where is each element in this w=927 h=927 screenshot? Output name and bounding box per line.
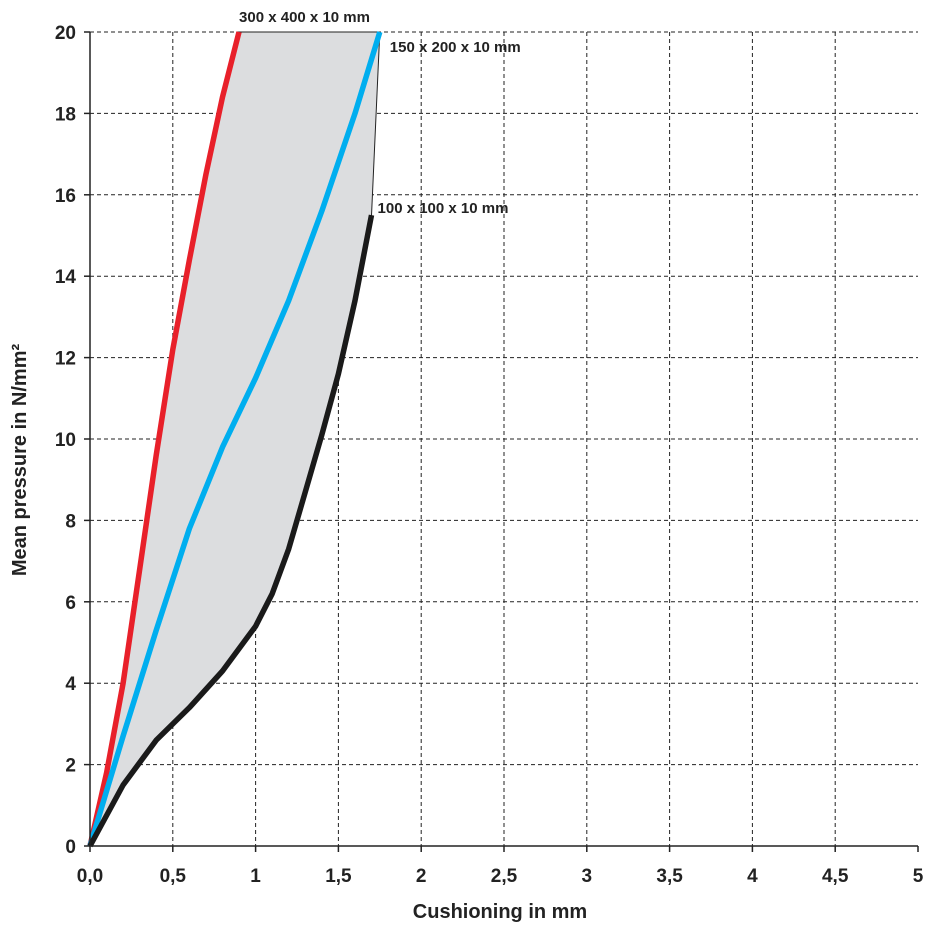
x-tick-label: 4 [747, 866, 758, 887]
y-tick-label: 16 [55, 186, 76, 207]
x-tick-label: 0,5 [160, 866, 187, 887]
x-tick-label: 4,5 [822, 866, 849, 887]
x-tick-label: 1,5 [325, 866, 352, 887]
x-tick-label: 1 [250, 866, 261, 887]
axis-layer: 0,0 0,5 1 1,5 2 2,5 3 3,5 4 4,5 5 0 2 4 6 8 10 12 14 16 18 20 [55, 23, 924, 887]
y-tick-label: 2 [65, 756, 76, 777]
series-line-1 [87, 31, 242, 847]
y-tick-label: 12 [55, 349, 76, 370]
x-tick-label: 0,0 [77, 866, 103, 887]
y-tick-label: 18 [55, 104, 76, 125]
y-tick-label: 10 [55, 430, 76, 451]
series-label-1: 300 x 400 x 10 mm [239, 9, 370, 26]
x-tick-label: 2 [416, 866, 427, 887]
y-tick-label: 6 [65, 593, 76, 614]
series-line-2 [87, 31, 383, 847]
x-tick-label: 3 [582, 866, 593, 887]
x-tick-label: 2,5 [491, 866, 518, 887]
series-layer [87, 31, 383, 848]
series-line-3 [87, 214, 375, 848]
y-tick-label: 4 [65, 674, 76, 695]
x-tick-label: 3,5 [656, 866, 683, 887]
series-label-2: 150 x 200 x 10 mm [390, 39, 521, 56]
y-tick-label: 0 [65, 837, 76, 858]
y-tick-label: 8 [65, 511, 76, 532]
grid-layer [90, 31, 918, 846]
y-axis-title: Mean pressure in N/mm² [9, 344, 31, 577]
x-axis-title: Cushioning in mm [413, 901, 587, 923]
y-tick-label: 20 [55, 23, 76, 44]
label-layer: 300 x 400 x 10 mm 150 x 200 x 10 mm 100 x … [239, 9, 521, 217]
series-label-3: 100 x 100 x 10 mm [378, 200, 509, 217]
y-tick-label: 14 [55, 267, 77, 288]
x-tick-label: 5 [913, 866, 924, 887]
